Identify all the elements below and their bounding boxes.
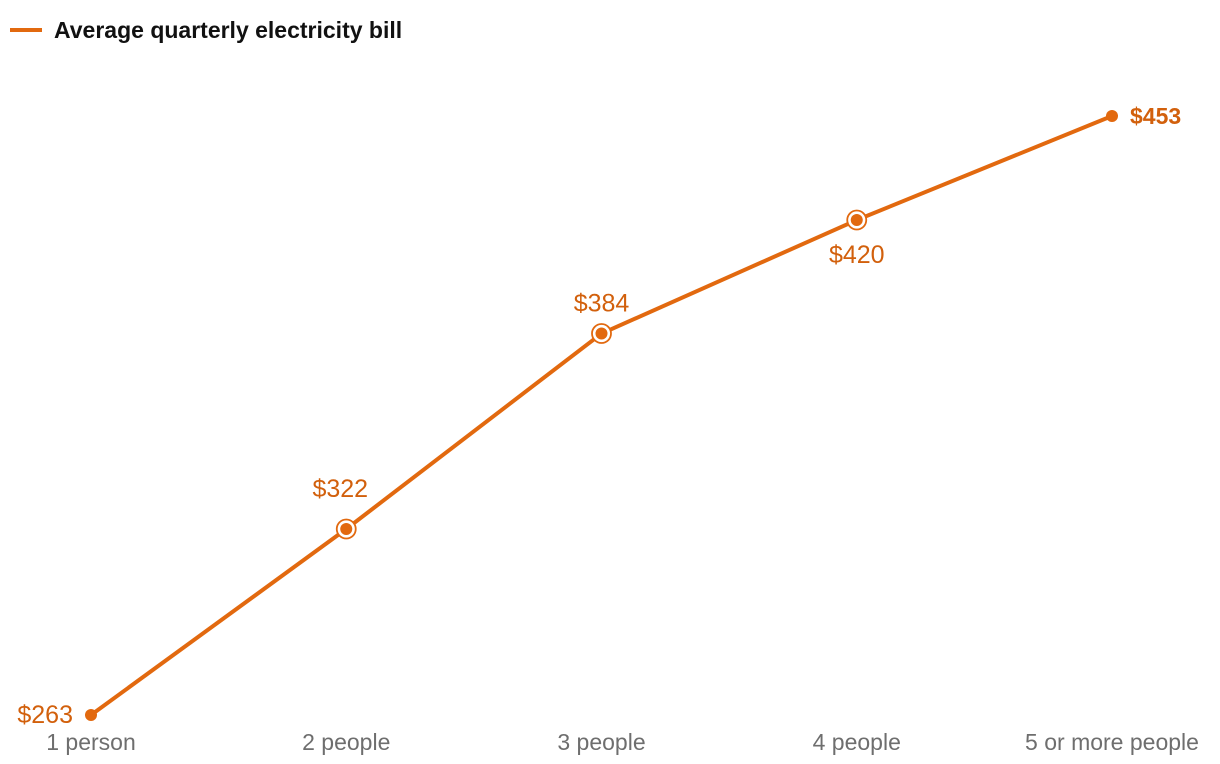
data-label: $453 bbox=[1130, 103, 1181, 129]
data-point bbox=[340, 522, 353, 535]
data-label: $420 bbox=[829, 241, 885, 269]
data-label: $384 bbox=[574, 290, 630, 318]
x-axis-tick-labels: 1 person 2 people 3 people 4 people 5 or mor… bbox=[46, 729, 1199, 755]
data-point bbox=[850, 214, 863, 227]
x-tick-label: 4 people bbox=[813, 729, 901, 755]
x-tick-label: 2 people bbox=[302, 729, 390, 755]
legend: Average quarterly electricity bill bbox=[10, 17, 402, 43]
data-point bbox=[595, 327, 608, 340]
data-label: $322 bbox=[312, 475, 368, 503]
plot-area: $263 $322 $384 $420 $453 bbox=[17, 103, 1181, 729]
x-tick-label: 1 person bbox=[46, 729, 136, 755]
data-label: $263 bbox=[17, 701, 73, 729]
x-tick-label: 3 people bbox=[557, 729, 645, 755]
data-point bbox=[1106, 110, 1118, 122]
series-line bbox=[89, 114, 1114, 717]
legend-label: Average quarterly electricity bill bbox=[54, 17, 402, 43]
data-point bbox=[85, 709, 97, 721]
x-tick-label: 5 or more people bbox=[1025, 729, 1199, 755]
